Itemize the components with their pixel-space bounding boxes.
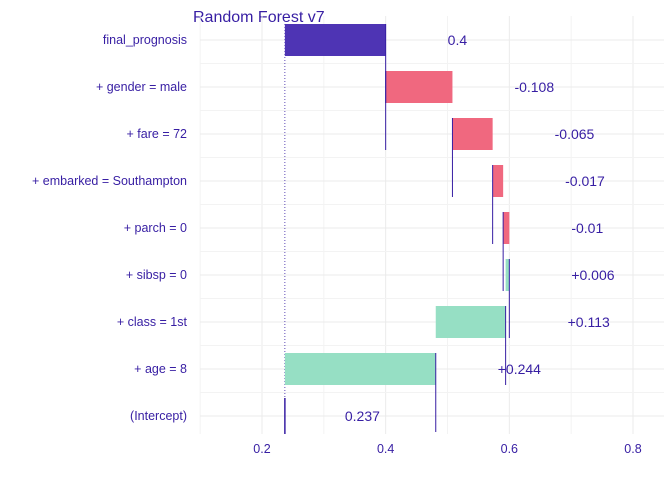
bar-positive — [284, 353, 436, 385]
value-label: +0.113 — [568, 314, 610, 330]
chart-title: Random Forest v7 — [193, 9, 325, 26]
value-label: -0.065 — [555, 126, 595, 142]
y-tick-label: + fare = 72 — [127, 127, 188, 141]
x-tick-label: 0.2 — [253, 442, 270, 456]
value-label: +0.006 — [571, 267, 614, 283]
bar-prediction — [284, 24, 386, 56]
y-tick-label: + parch = 0 — [124, 221, 187, 235]
value-label: 0.4 — [448, 32, 468, 48]
bar-positive — [505, 259, 510, 291]
x-axis-labels: 0.2 0.4 0.6 0.8 — [253, 442, 641, 456]
bar-positive — [435, 306, 506, 338]
y-tick-label: + gender = male — [96, 80, 187, 94]
bar-negative — [385, 71, 453, 103]
y-tick-label: + class = 1st — [117, 315, 188, 329]
bar-negative — [452, 118, 493, 150]
value-labels: 0.4 -0.108 -0.065 -0.017 -0.01 +0.006 +0.113 +0… — [345, 32, 615, 424]
y-tick-label: + age = 8 — [134, 362, 187, 376]
bar-negative — [503, 212, 510, 244]
y-tick-label: + embarked = Southampton — [32, 174, 187, 188]
y-axis-labels: final_prognosis + gender = male + fare = 7… — [32, 33, 187, 423]
value-label: 0.237 — [345, 408, 380, 424]
x-tick-label: 0.8 — [624, 442, 641, 456]
value-label: -0.108 — [514, 79, 554, 95]
value-label: +0.244 — [498, 361, 541, 377]
y-tick-label: + sibsp = 0 — [126, 268, 187, 282]
connectors — [385, 24, 510, 432]
y-tick-label: final_prognosis — [103, 33, 187, 47]
x-tick-label: 0.4 — [377, 442, 394, 456]
bars — [284, 24, 510, 434]
x-tick-label: 0.6 — [501, 442, 518, 456]
value-label: -0.017 — [565, 173, 605, 189]
value-label: -0.01 — [571, 220, 603, 236]
bar-negative — [492, 165, 504, 197]
y-tick-label: (Intercept) — [130, 409, 187, 423]
